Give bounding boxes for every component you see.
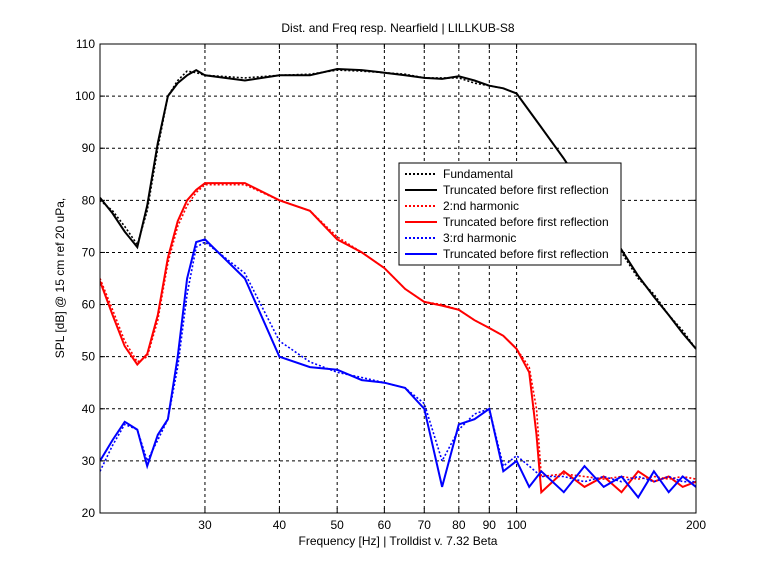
y-tick-label: 30 [82, 454, 96, 468]
y-tick-label: 70 [82, 245, 96, 259]
x-tick-label: 90 [483, 518, 497, 532]
x-tick-label: 30 [198, 518, 212, 532]
y-tick-label: 40 [82, 402, 96, 416]
x-axis-label: Frequency [Hz] | Trolldist v. 7.32 Beta [299, 534, 498, 548]
x-tick-label: 50 [330, 518, 344, 532]
legend-label: 3:rd harmonic [443, 231, 516, 245]
y-tick-label: 20 [82, 506, 96, 520]
plot-frame-outline [99, 43, 697, 514]
x-tick-label: 60 [378, 518, 392, 532]
series-line-5 [100, 241, 696, 483]
legend-label: Truncated before first reflection [443, 215, 609, 229]
chart-title: Dist. and Freq resp. Nearfield | LILLKUB… [281, 21, 515, 35]
legend-label: Truncated before first reflection [443, 183, 609, 197]
y-tick-label: 80 [82, 193, 96, 207]
x-tick-label: 200 [686, 518, 706, 532]
grid [100, 44, 696, 513]
legend-label: Fundamental [443, 167, 513, 181]
ticks-layer: 30 40 50 60 70 80 90 100 200 20 30 40 50 60 70 80 90 100 1… [75, 37, 706, 532]
legend-box [398, 162, 622, 266]
legend-label: Truncated before first reflection [443, 247, 609, 261]
plot-frame [99, 43, 697, 514]
series-line-6 [100, 238, 696, 500]
y-axis-label: SPL [dB] @ 15 cm ref 20 uPa, [53, 198, 67, 358]
y-tick-label: 110 [76, 37, 95, 51]
y-tick-label: 90 [82, 141, 96, 155]
x-tick-label: 40 [273, 518, 287, 532]
y-tick-label: 50 [82, 350, 96, 364]
legend: Fundamental Truncated before first reflec… [398, 162, 622, 266]
x-tick-label: 70 [418, 518, 432, 532]
x-tick-label: 100 [507, 518, 527, 532]
y-tick-label: 60 [82, 298, 96, 312]
y-tick-label: 100 [75, 89, 95, 103]
series-line-4 [100, 182, 696, 495]
x-tick-label: 80 [452, 518, 466, 532]
legend-label: 2:nd harmonic [443, 199, 519, 213]
